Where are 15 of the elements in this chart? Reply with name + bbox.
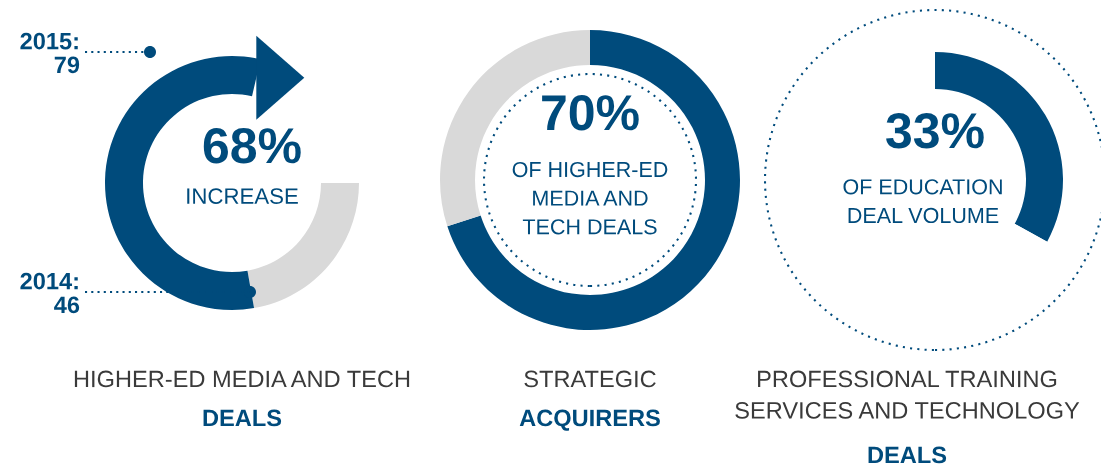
text: OF EDUCATION DEAL VOLUME bbox=[843, 179, 1002, 224]
text: PROFESSIONAL TRAINING SERVICES AND TECHNOLOGY bbox=[735, 370, 1080, 419]
text: HIGHER-ED MEDIA AND TECH bbox=[74, 370, 410, 388]
text: ACQUIRERS bbox=[519, 409, 660, 431]
text: OF HIGHER-ED MEDIA AND TECH DEALS bbox=[512, 161, 668, 235]
donut-slice bbox=[447, 30, 740, 330]
text: 68% bbox=[203, 128, 301, 164]
text: 2014: 46 bbox=[20, 272, 80, 314]
text: 2015: 79 bbox=[20, 32, 80, 74]
text: STRATEGIC bbox=[524, 370, 656, 388]
text: DEALS bbox=[203, 409, 282, 427]
text: DEALS bbox=[868, 446, 947, 464]
text: 33% bbox=[886, 113, 984, 149]
text: 70% bbox=[542, 95, 639, 131]
text: INCREASE bbox=[187, 188, 298, 204]
